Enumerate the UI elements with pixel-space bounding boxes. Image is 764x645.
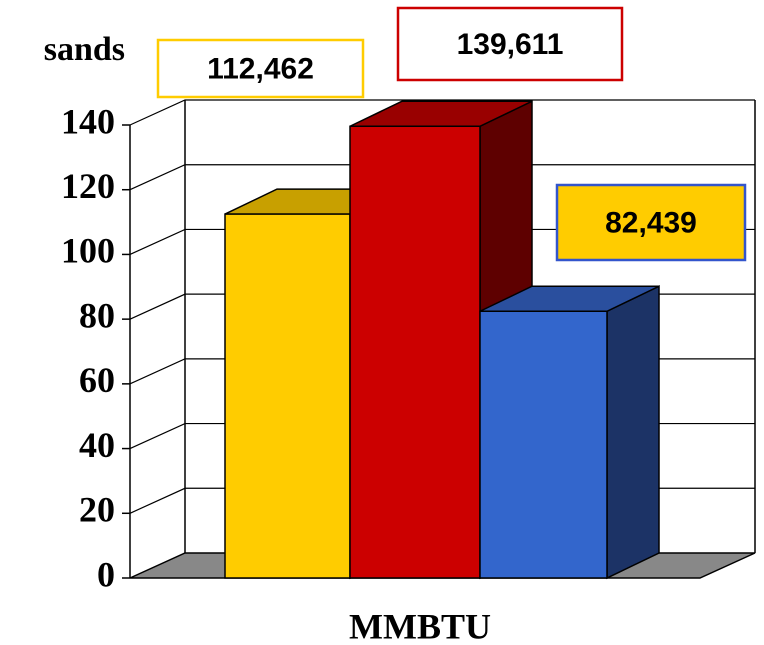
y-tick-label: 60 [79,360,115,400]
y-tick-label: 40 [79,425,115,465]
y-axis-label: sands [44,31,125,68]
bar-side [606,285,660,580]
y-tick-label: 140 [61,101,115,141]
bar [479,310,608,579]
bar [224,213,351,579]
value-label-box [156,38,365,99]
value-label: 82,439 [605,206,697,239]
value-label: 139,611 [457,28,564,61]
value-label-box [396,6,624,82]
y-tick-label: 120 [61,166,115,206]
bars [224,100,660,580]
bar [349,125,481,579]
y-tick-label: 20 [79,490,115,530]
y-tick-label: 100 [61,231,115,271]
grid-line [129,99,755,126]
y-tick-label: 80 [79,295,115,335]
grid-line [129,164,755,191]
value-label-box [555,183,747,262]
grid: 0 20 40 60 80 100 120 140 [61,99,755,594]
y-tick-label: 0 [97,554,115,594]
value-label: 112,462 [207,52,314,85]
labels: 112,462 139,611 82,439 [156,6,747,262]
x-axis-label: MMBTU [349,606,491,645]
